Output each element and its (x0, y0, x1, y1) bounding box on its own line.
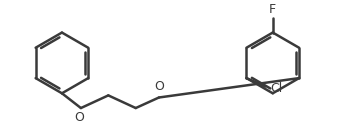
Text: Cl: Cl (270, 82, 283, 95)
Text: F: F (269, 3, 276, 16)
Text: O: O (154, 80, 164, 93)
Text: O: O (74, 111, 84, 124)
